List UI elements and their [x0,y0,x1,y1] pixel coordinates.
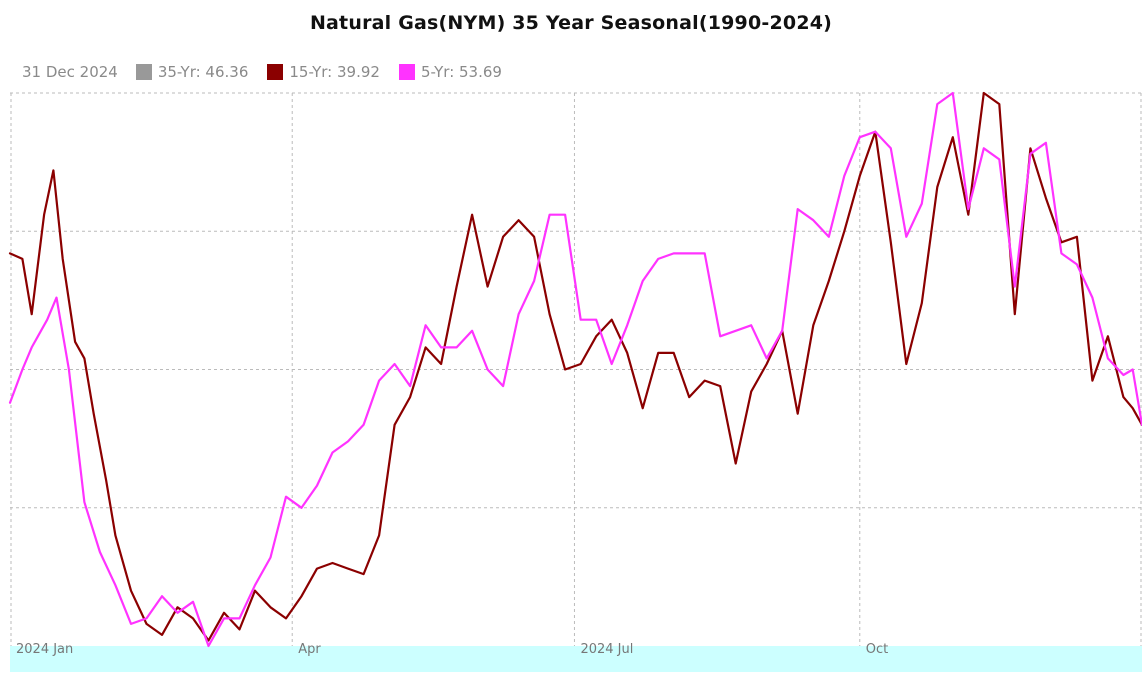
legend-date: 31 Dec 2024 [22,63,118,81]
legend-label-5yr: 5-Yr: 53.69 [420,63,502,81]
x-tick-label: 2024 Jan [16,642,73,657]
x-tick-label: Apr [298,642,321,657]
x-tick-label: 2024 Jul [580,642,633,657]
legend-item-5yr[interactable]: 5-Yr: 53.69 [398,63,502,81]
time-axis-band [10,646,1142,672]
legend-swatch-5yr [398,64,415,80]
chart-title: Natural Gas(NYM) 35 Year Seasonal(1990-2… [309,12,833,34]
legend-item-35yr[interactable]: 35-Yr: 46.36 [135,63,249,81]
series-line-5-yr [8,91,1142,648]
series-line-15-yr [8,91,1142,642]
x-tick-label: Oct [866,642,888,657]
legend: 31 Dec 2024 35-Yr: 46.36 15-Yr: 39.92 5-… [22,62,521,82]
grid [10,92,1142,646]
x-axis: 2024 Jan Apr 2024 Jul Oct [16,642,888,657]
legend-item-15yr[interactable]: 15-Yr: 39.92 [267,63,380,81]
series-layer [8,91,1142,648]
legend-label-35yr: 35-Yr: 46.36 [157,63,249,81]
legend-label-15yr: 15-Yr: 39.92 [289,63,380,81]
legend-swatch-35yr [135,64,152,80]
legend-swatch-15yr [267,64,284,80]
